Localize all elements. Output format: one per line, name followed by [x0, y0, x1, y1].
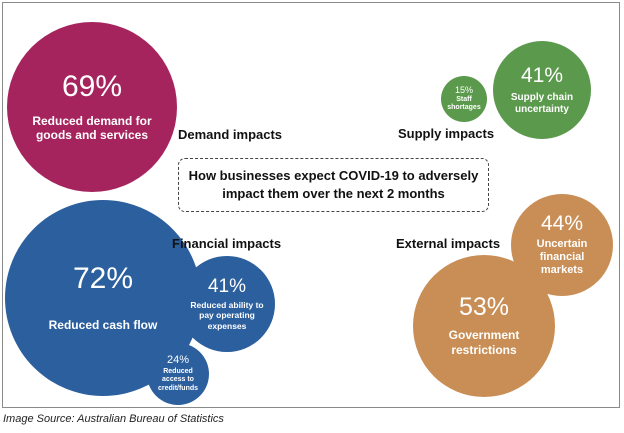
chart-title: How businesses expect COVID-19 to advers… — [178, 158, 489, 212]
bubble-pay-operating-expenses: 41% Reduced ability to pay operating exp… — [179, 256, 275, 352]
bubble-label: Uncertain financial markets — [536, 237, 588, 277]
bubble-reduced-cash-flow: 72% Reduced cash flow — [5, 200, 201, 396]
image-source-caption: Image Source: Australian Bureau of Stati… — [3, 413, 224, 425]
bubble-supply-chain: 41% Supply chain uncertainty — [493, 41, 591, 139]
bubble-label: Supply chain uncertainty — [510, 91, 574, 115]
category-demand: Demand impacts — [178, 127, 283, 142]
category-external: External impacts — [396, 236, 501, 251]
bubble-label: Reduced cash flow — [48, 317, 158, 332]
bubble-percent: 53% — [458, 293, 510, 322]
bubble-percent: 41% — [207, 276, 247, 298]
category-financial: Financial impacts — [172, 236, 282, 251]
bubble-label: Reduced ability to pay operating expense… — [190, 300, 264, 331]
bubble-label: Reduced access to credit/funds — [157, 367, 199, 392]
bubble-label: Staff shortages — [447, 95, 481, 111]
bubble-percent: 41% — [520, 63, 564, 87]
bubble-percent: 69% — [61, 69, 123, 103]
bubble-reduced-demand: 69% Reduced demand for goods and service… — [7, 22, 177, 192]
bubble-staff-shortages: 15% Staff shortages — [441, 76, 487, 122]
bubble-government-restrictions: 53% Government restrictions — [413, 255, 555, 397]
bubble-percent: 44% — [540, 211, 584, 235]
bubble-label: Reduced demand for goods and services — [32, 113, 152, 142]
bubble-percent: 24% — [166, 353, 190, 366]
category-supply: Supply impacts — [398, 126, 495, 141]
bubble-label: Government restrictions — [448, 328, 520, 357]
bubble-access-to-credit: 24% Reduced access to credit/funds — [147, 343, 209, 405]
bubble-percent: 15% — [454, 84, 473, 95]
bubble-percent: 72% — [72, 261, 134, 295]
